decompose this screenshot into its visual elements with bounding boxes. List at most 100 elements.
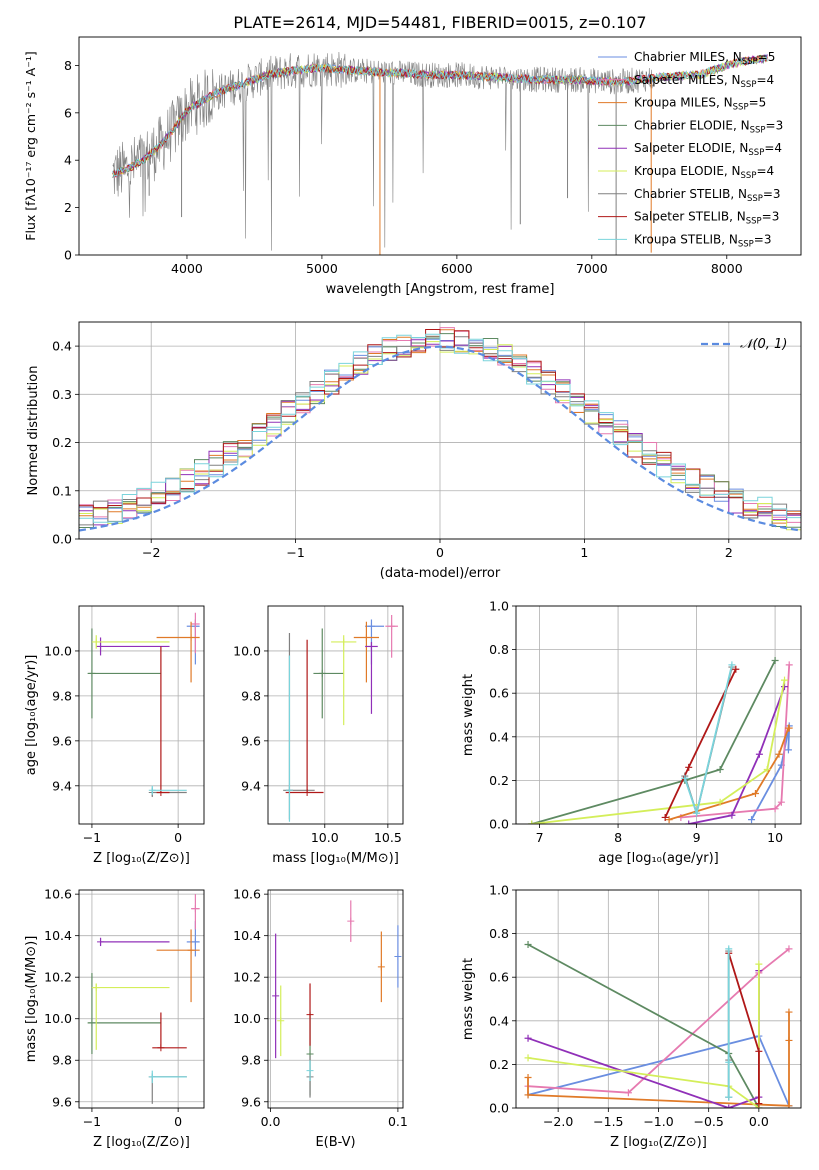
axes-frame xyxy=(515,889,802,1109)
axes-frame xyxy=(267,605,404,825)
weight-marker-kroupa-stelib xyxy=(725,945,733,953)
y-tick-label: 0.0 xyxy=(489,817,509,832)
x-tick-label: 7 xyxy=(536,830,544,845)
weight-line-kroupa-elodie xyxy=(527,964,760,1108)
legend-label-kroupa-stelib: Kroupa STELIB, NSSP=3 xyxy=(634,232,772,249)
axes-frame xyxy=(78,889,205,1109)
legend-label-salpeter-elodie: Salpeter ELODIE, NSSP=4 xyxy=(634,141,782,158)
x-tick-label: 0.1 xyxy=(388,1114,408,1129)
y-axis-label: mass [log₁₀(M/M⊙)] xyxy=(24,936,39,1063)
y-tick-label: 9.8 xyxy=(52,1053,72,1068)
point-marker-salpeter-miles xyxy=(191,905,199,913)
y-tick-label: 9.6 xyxy=(241,733,261,748)
y-tick-label: 0.0 xyxy=(52,532,72,547)
y-axis-label: mass weight xyxy=(461,958,476,1040)
y-tick-label: 9.6 xyxy=(241,1094,261,1109)
weight-marker-salpeter-stelib xyxy=(661,813,669,821)
plot-area-age_vs_mass xyxy=(283,614,398,822)
y-tick-label: 4 xyxy=(64,153,72,168)
legend-subscript: SSP xyxy=(741,171,757,181)
weight-marker-kroupa-miles xyxy=(785,724,793,732)
legend-text-tail: =3 xyxy=(762,210,780,224)
point-marker-salpeter-miles xyxy=(191,620,199,628)
plot-area-age_vs_Z xyxy=(87,612,200,798)
y-tick-label: 10.0 xyxy=(233,1011,261,1026)
weight-line-salpeter-miles xyxy=(527,948,790,1094)
weight-marker-kroupa-elodie xyxy=(524,1054,532,1062)
x-axis-label: wavelength [Angstrom, rest frame] xyxy=(326,282,555,297)
weight-marker-kroupa-miles xyxy=(665,816,673,824)
point-marker-salpeter-elodie xyxy=(97,938,105,946)
y-tick-label: 8 xyxy=(64,58,72,73)
weight-marker-salpeter-stelib xyxy=(732,665,740,673)
legend-label-gaussian: 𝒩(0, 1) xyxy=(740,337,787,352)
legend-text: Chabrier STELIB, N xyxy=(634,187,747,201)
weight-marker-salpeter-elodie xyxy=(755,750,763,758)
axes-frame xyxy=(78,605,205,825)
x-tick-label: 0 xyxy=(174,1114,182,1129)
legend-label-chabrier-miles: Chabrier MILES, NSSP=5 xyxy=(634,50,775,67)
point-marker-kroupa-elodie xyxy=(92,638,100,646)
plot-area-mass_vs_Z xyxy=(87,894,200,1104)
panel-weight_vs_Z: −2.0 −1.5 −1.0 −0.5 0.0 0.0 0.2 0.4 0.6 0.8 1.0 Z [… xyxy=(461,883,802,1150)
point-marker-salpeter-stelib xyxy=(306,1011,314,1019)
y-tick-label: 0 xyxy=(64,248,72,263)
weight-marker-chabrier-miles xyxy=(748,816,756,824)
weight-marker-salpeter-stelib xyxy=(755,1100,763,1108)
legend-label-chabrier-elodie: Chabrier ELODIE, NSSP=3 xyxy=(634,118,783,135)
legend-text-tail: =4 xyxy=(764,141,782,155)
x-tick-label: −1.5 xyxy=(593,1114,623,1129)
point-marker-chabrier-elodie xyxy=(88,1019,96,1027)
point-marker-kroupa-stelib xyxy=(285,786,293,794)
legend-text: Chabrier ELODIE, N xyxy=(634,118,750,132)
point-marker-kroupa-stelib xyxy=(148,1073,156,1081)
legend-text: Salpeter STELIB, N xyxy=(634,210,746,224)
x-tick-label: 7000 xyxy=(576,261,608,276)
legend-text-tail: =5 xyxy=(758,50,776,64)
y-tick-label: 0.2 xyxy=(52,435,72,450)
weight-marker-kroupa-elodie xyxy=(781,676,789,684)
point-marker-chabrier-miles xyxy=(394,952,402,960)
x-tick-label: 1 xyxy=(580,545,588,560)
x-tick-label: 0.0 xyxy=(749,1114,769,1129)
weight-marker-salpeter-stelib xyxy=(755,1047,763,1055)
weight-marker-salpeter-stelib xyxy=(685,763,693,771)
axes-frame xyxy=(515,605,802,825)
weight-marker-salpeter-miles xyxy=(624,1089,632,1097)
x-axis-label: Z [log₁₀(Z/Z⊙)] xyxy=(93,1135,190,1150)
axes-frame xyxy=(267,889,404,1109)
y-tick-label: 0.1 xyxy=(52,483,72,498)
y-tick-label: 0.3 xyxy=(52,387,72,402)
y-tick-label: 0.2 xyxy=(489,1057,509,1072)
weight-marker-salpeter-miles xyxy=(777,798,785,806)
legend-text-tail: =4 xyxy=(756,164,774,178)
x-tick-label: 0 xyxy=(436,545,444,560)
legend-subscript: SSP xyxy=(742,57,758,67)
y-tick-label: 0.4 xyxy=(489,1013,509,1028)
y-tick-label: 0.6 xyxy=(489,686,509,701)
weight-marker-kroupa-elodie xyxy=(763,766,771,773)
x-tick-label: −0.5 xyxy=(693,1114,723,1129)
y-tick-label: 6 xyxy=(64,105,72,120)
x-tick-label: −1 xyxy=(83,1114,101,1129)
legend-label-kroupa-elodie: Kroupa ELODIE, NSSP=4 xyxy=(634,164,774,181)
y-tick-label: 10.4 xyxy=(44,928,72,943)
y-axis-label: age [log₁₀(age/yr)] xyxy=(24,655,39,776)
figure-title: PLATE=2614, MJD=54481, FIBERID=0015, z=0… xyxy=(233,13,646,32)
x-tick-label: 10.0 xyxy=(311,830,339,845)
legend-subscript: SSP xyxy=(750,125,766,135)
point-marker-kroupa-miles xyxy=(362,633,370,641)
weight-marker-kroupa-elodie xyxy=(528,820,536,824)
y-tick-label: 0.2 xyxy=(489,773,509,788)
y-tick-label: 10.6 xyxy=(233,887,261,902)
weight-marker-kroupa-stelib xyxy=(693,809,701,817)
panel-mass_vs_Z: −1 0 9.6 9.8 10.0 10.2 10.4 10.6 Z [log₁₀(Z/Z⊙)]… xyxy=(24,887,205,1150)
weight-marker-chabrier-miles xyxy=(784,746,792,754)
legend-text: Kroupa STELIB, N xyxy=(634,232,738,246)
legend-text-tail: =3 xyxy=(754,232,772,246)
weight-marker-kroupa-miles xyxy=(785,1008,793,1016)
point-marker-kroupa-elodie xyxy=(277,1017,285,1025)
